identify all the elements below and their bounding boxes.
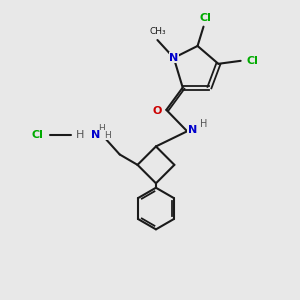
Text: H: H bbox=[104, 130, 111, 140]
Text: N: N bbox=[169, 53, 178, 63]
Text: H: H bbox=[200, 119, 207, 129]
Text: H: H bbox=[98, 124, 105, 133]
Text: Cl: Cl bbox=[31, 130, 43, 140]
Text: Cl: Cl bbox=[246, 56, 258, 66]
Text: H: H bbox=[76, 130, 84, 140]
Text: N: N bbox=[188, 125, 197, 135]
Text: Cl: Cl bbox=[199, 13, 211, 23]
Text: O: O bbox=[152, 106, 161, 116]
Text: CH₃: CH₃ bbox=[149, 27, 166, 36]
Text: N: N bbox=[91, 130, 101, 140]
